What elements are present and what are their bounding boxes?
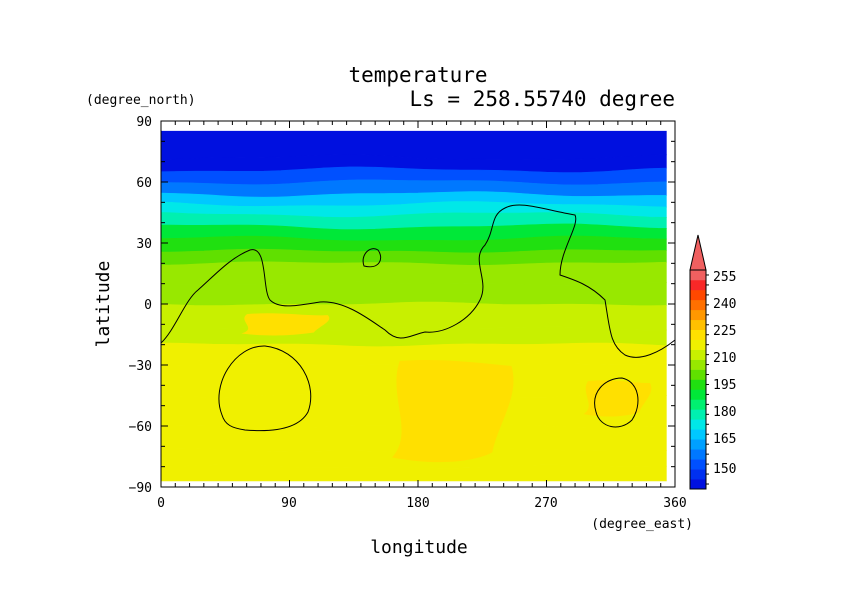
colorbar-swatch <box>690 299 706 311</box>
colorbar-tick-label: 195 <box>713 378 736 393</box>
contour-east-basin <box>594 377 639 428</box>
warm-region <box>392 360 514 463</box>
colorbar-swatch <box>690 369 706 380</box>
colorbar-swatch <box>690 349 706 360</box>
colorbar-frame <box>689 269 707 490</box>
colorbar-tick-label: 225 <box>713 324 736 339</box>
warm-region <box>241 313 330 336</box>
y-tick-label: −30 <box>129 359 152 374</box>
colorbar-swatch <box>690 399 706 410</box>
y-unit-label: (degree_north) <box>86 93 196 108</box>
colorbar-swatch <box>690 319 706 331</box>
colorbar-swatch <box>690 409 706 420</box>
colorbar-tick-label: 150 <box>713 462 736 477</box>
colorbar-tick-label: 210 <box>713 351 736 366</box>
contour-lines <box>161 204 675 432</box>
y-tick-label: 30 <box>136 237 152 252</box>
colorbar-tick-label: 240 <box>713 297 736 312</box>
temperature-band <box>161 261 667 286</box>
colorbar-swatch <box>690 359 706 370</box>
colorbar-swatch <box>690 469 706 480</box>
y-tick-labels: 90 60 30 0 −30 −60 −90 <box>129 115 152 496</box>
x-axis-label: longitude <box>370 537 468 558</box>
colorbar-tick-label: 255 <box>713 270 736 285</box>
colorbar-swatch <box>690 449 706 460</box>
colorbar-extend-arrow <box>689 234 707 271</box>
y-tick-label: 90 <box>136 115 152 130</box>
colorbar-swatch <box>690 289 706 301</box>
axis-ticks <box>160 120 676 488</box>
colorbar-swatch <box>690 329 706 340</box>
x-tick-label: 360 <box>663 496 686 511</box>
colorbar-swatch <box>690 429 706 440</box>
colorbar-swatch <box>690 270 706 281</box>
temperature-band <box>161 464 667 482</box>
warm-region <box>583 380 652 417</box>
colorbar-swatch <box>690 459 706 470</box>
colorbar-swatch <box>690 309 706 321</box>
colorbar-swatch <box>690 389 706 400</box>
contour-main <box>161 204 675 358</box>
x-tick-labels: 0 90 180 270 360 <box>157 496 687 511</box>
colorbar-tick-label: 165 <box>713 432 736 447</box>
contour-island <box>362 248 382 268</box>
temperature-field <box>161 130 667 482</box>
chart-subtitle: Ls = 258.55740 degree <box>409 87 675 111</box>
colorbar-swatch <box>690 439 706 450</box>
temperature-band <box>161 130 667 161</box>
colorbar-swatch <box>690 279 706 291</box>
colorbar-swatch <box>690 339 706 350</box>
x-tick-label: 0 <box>157 496 165 511</box>
colorbar-swatch <box>690 379 706 390</box>
colorbar-tick-label: 180 <box>713 405 736 420</box>
y-axis-label: latitude <box>93 261 114 348</box>
x-tick-label: 180 <box>406 496 429 511</box>
x-unit-label: (degree_east) <box>591 517 693 532</box>
colorbar-swatch <box>690 479 706 490</box>
x-tick-label: 270 <box>534 496 557 511</box>
colorbar-tick-labels: 255 240 225 210 195 180 165 150 <box>713 270 736 477</box>
y-tick-label: −90 <box>129 481 152 496</box>
colorbar <box>689 234 709 490</box>
x-tick-label: 90 <box>281 496 297 511</box>
chart-title: temperature <box>348 63 487 87</box>
colorbar-swatch <box>690 419 706 430</box>
y-tick-label: 0 <box>144 298 152 313</box>
y-tick-label: 60 <box>136 176 152 191</box>
contour-west-basin <box>218 345 312 432</box>
y-tick-label: −60 <box>129 420 152 435</box>
temperature-band <box>161 301 667 331</box>
